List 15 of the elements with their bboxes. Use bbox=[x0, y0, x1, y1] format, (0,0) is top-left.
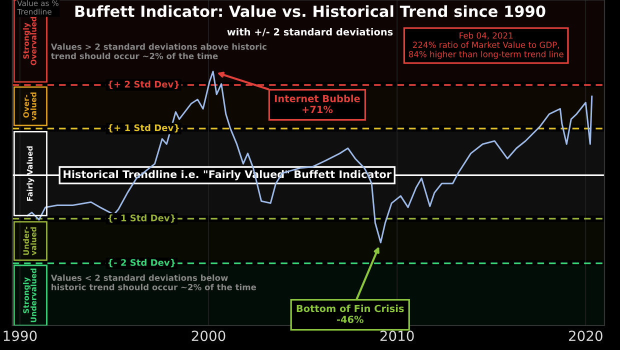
chart-title: Buffett Indicator: Value vs. Historical Trend since 1990 bbox=[75, 5, 546, 18]
text: Feb 04, 2021 224% ratio of Market Value to GDP, 84% higher than long-term trend line bbox=[408, 32, 564, 59]
ref-line-label: {+ 2 Std Dev} bbox=[108, 80, 179, 89]
ref-line-label: {- 1 Std Dev} bbox=[108, 214, 176, 223]
annotation: Internet Bubble +71% bbox=[274, 94, 360, 114]
x-tick-label: 1990 bbox=[4, 330, 37, 342]
text: Values < 2 standard deviations below historic trend should occur ~2% of the time bbox=[50, 274, 256, 290]
x-tick-label: 2000 bbox=[192, 330, 226, 342]
annotation: Bottom of Fin Crisis -46% bbox=[296, 304, 404, 324]
x-tick-label: 2020 bbox=[568, 330, 602, 342]
ref-line-label: {- 2 Std Dev} bbox=[108, 258, 176, 268]
text: Values > 2 standard deviations above historic trend should occur ~2% of the time bbox=[50, 43, 266, 60]
chart-subtitle: with +/- 2 standard deviations bbox=[227, 28, 393, 36]
ref-line-label: {+ 1 Std Dev} bbox=[108, 124, 179, 133]
x-tick-label: 2010 bbox=[380, 330, 414, 342]
